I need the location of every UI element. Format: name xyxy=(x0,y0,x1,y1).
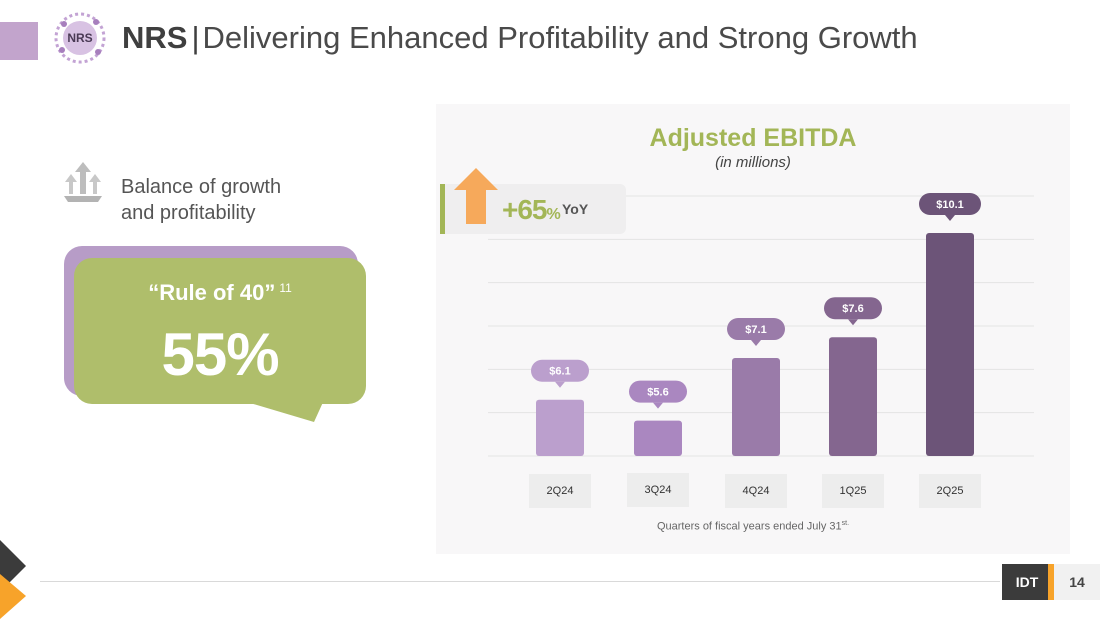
growth-balance-icon xyxy=(64,162,102,202)
x-tick-3Q24: 3Q24 xyxy=(627,473,689,507)
bar-2Q25 xyxy=(926,233,974,456)
data-label-2Q24: $6.1 xyxy=(549,366,570,378)
header-accent-square xyxy=(0,22,38,60)
x-axis-label-suffix: st. xyxy=(841,520,850,527)
rule-of-40-card: “Rule of 40” 11 55% xyxy=(74,258,366,404)
data-label-tail xyxy=(751,340,761,347)
title-separator: | xyxy=(191,20,200,55)
company-badge: IDT xyxy=(1002,564,1052,600)
nrs-logo: NRS xyxy=(54,12,106,64)
yoy-callout: +65% YoY xyxy=(440,168,626,234)
rule-of-40-text: “Rule of 40” xyxy=(148,280,276,305)
footnote-ref: 11 xyxy=(279,280,292,295)
page-title: NRS |Delivering Enhanced Profitability an… xyxy=(122,20,918,56)
rule-of-40-label: “Rule of 40” 11 xyxy=(74,280,366,306)
corner-chevron-icon xyxy=(0,540,26,619)
data-label-3Q24: $5.6 xyxy=(647,387,668,399)
up-arrow-icon xyxy=(454,168,498,224)
title-text: Delivering Enhanced Profitability and St… xyxy=(202,20,918,55)
chart-subtitle: (in millions) xyxy=(715,154,791,171)
yoy-percent-sign: % xyxy=(546,206,561,223)
yoy-label: YoY xyxy=(562,201,589,217)
x-tick-2Q25: 2Q25 xyxy=(919,474,981,508)
data-label-1Q25: $7.6 xyxy=(842,303,863,315)
footer-divider xyxy=(40,581,1000,582)
data-label-tail xyxy=(653,402,663,409)
data-label-tail xyxy=(945,215,955,221)
data-label-2Q25: $10.1 xyxy=(936,199,964,211)
yoy-value: +65% xyxy=(502,194,561,226)
yoy-accent-bar xyxy=(440,184,445,234)
data-label-bubble xyxy=(629,380,687,403)
company-badge-accent xyxy=(1048,564,1054,600)
x-tick-1Q25: 1Q25 xyxy=(822,474,884,508)
chart-title: Adjusted EBITDA xyxy=(649,124,857,152)
x-axis-label: Quarters of fiscal years ended July 31st… xyxy=(436,520,1070,533)
bar-3Q24 xyxy=(634,420,682,456)
data-label-bubble xyxy=(824,297,882,320)
yoy-number: +65 xyxy=(502,194,547,225)
data-label-4Q24: $7.1 xyxy=(745,324,766,336)
bar-1Q25 xyxy=(829,337,877,456)
data-label-tail xyxy=(848,319,858,326)
page-number: 14 xyxy=(1054,564,1100,600)
svg-text:NRS: NRS xyxy=(67,31,92,45)
balance-description: Balance of growth and profitability xyxy=(121,174,381,226)
data-label-bubble xyxy=(727,318,785,341)
data-label-bubble xyxy=(919,193,981,215)
bar-4Q24 xyxy=(732,358,780,456)
balance-line-2: and profitability xyxy=(121,202,256,224)
speech-tail xyxy=(240,400,324,422)
data-label-bubble xyxy=(531,359,589,382)
balance-line-1: Balance of growth xyxy=(121,176,282,198)
x-axis-label-text: Quarters of fiscal years ended July 31 xyxy=(656,520,842,533)
x-tick-4Q24: 4Q24 xyxy=(725,474,787,508)
bar-2Q24 xyxy=(536,399,584,456)
x-tick-2Q24: 2Q24 xyxy=(529,474,591,508)
brand-name: NRS xyxy=(122,20,188,55)
data-label-tail xyxy=(555,381,565,388)
rule-of-40-value: 55% xyxy=(161,321,279,388)
